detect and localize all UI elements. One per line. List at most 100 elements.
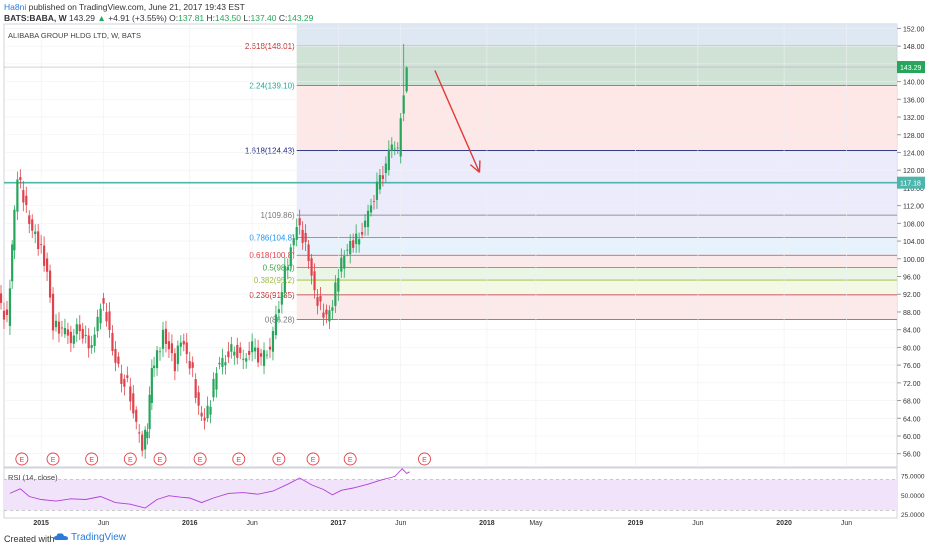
publish-line: Ha8ni published on TradingView.com, June… <box>4 2 245 12</box>
fib-level-label: 0(86.28) <box>265 316 295 325</box>
earnings-marker-label: E <box>236 457 241 464</box>
candle-body <box>209 406 212 415</box>
earnings-marker-label: E <box>51 457 56 464</box>
candle-body <box>343 255 346 269</box>
candle-body <box>393 148 396 150</box>
candle-body <box>206 405 209 419</box>
earnings-marker <box>46 452 60 466</box>
earnings-marker-label: E <box>422 457 427 464</box>
candle-body <box>72 335 75 344</box>
x-axis-tick-label: 2019 <box>628 520 644 527</box>
candle-body <box>352 240 355 248</box>
last-price-tag-bg <box>897 61 925 74</box>
candle-body <box>355 233 358 244</box>
tradingview-logo[interactable]: TradingView <box>54 532 126 543</box>
candle-body <box>129 386 132 402</box>
candle-body <box>123 378 126 387</box>
y-axis-tick-label: 92.00 <box>903 292 921 299</box>
high-value: 143.50 <box>215 13 242 23</box>
candle-body <box>81 328 84 339</box>
author-link[interactable]: Ha8ni <box>4 2 27 12</box>
earnings-marker <box>15 452 29 466</box>
fib-level-label: 1.618(124.43) <box>245 147 295 156</box>
fib-level-label: 0.786(104.8) <box>249 234 295 243</box>
candle-body <box>155 350 159 369</box>
candle-body <box>307 244 310 262</box>
y-axis-tick-label: 80.00 <box>903 345 921 352</box>
price-chart[interactable]: 2.618(148.01) 2.24(139.10) 1.618(124.43) 1(… <box>0 0 932 528</box>
candle-body <box>337 278 340 292</box>
candle-body <box>256 347 260 363</box>
candle-body <box>221 357 224 368</box>
candle-body <box>60 327 64 329</box>
rsi-label: RSI (14, close) <box>8 473 58 482</box>
candle-body <box>301 229 304 243</box>
fib-zone <box>296 46 897 86</box>
candle-body <box>259 353 263 357</box>
last-price: 143.29 <box>69 13 96 23</box>
candle-body <box>102 298 105 304</box>
candle-body <box>251 341 254 353</box>
fib-level-label: 0.5(98.0) <box>263 264 295 273</box>
y-axis-tick-label: 120.00 <box>903 168 925 175</box>
x-axis-tick-label: 2015 <box>33 520 49 527</box>
candle-body <box>375 181 379 200</box>
candle-body <box>328 310 331 322</box>
candle-body <box>0 293 3 303</box>
fib-level-label: 0.236(91.85) <box>249 291 295 300</box>
y-axis-tick-label: 88.00 <box>903 310 921 317</box>
candle-body <box>227 351 230 358</box>
fib-zone <box>296 280 897 295</box>
x-axis-tick-label: Jun <box>841 520 852 527</box>
y-axis-tick-label: 84.00 <box>903 328 921 335</box>
candle-body <box>63 328 67 335</box>
candle-body <box>105 312 108 322</box>
candle-body <box>363 220 367 228</box>
fib-extension-zone <box>296 24 897 47</box>
candle-body <box>28 215 31 225</box>
candle-body <box>114 348 117 363</box>
candle-body <box>78 324 81 332</box>
candle-body <box>197 392 200 406</box>
candle-body <box>233 351 236 356</box>
forecast-arrow-head <box>469 164 480 173</box>
symbol-label: BATS:BABA, W <box>4 13 67 23</box>
candle-body <box>218 362 221 365</box>
y-axis-tick-label: 148.00 <box>903 44 925 51</box>
candle-body <box>230 344 233 352</box>
candle-body <box>51 293 55 331</box>
x-axis-tick-label: 2020 <box>776 520 792 527</box>
y-axis-tick-label: 132.00 <box>903 115 925 122</box>
candle-body <box>402 95 405 114</box>
candle-body <box>2 310 6 320</box>
candle-body <box>319 296 322 302</box>
candle-body <box>48 270 52 298</box>
candle-body <box>396 147 399 149</box>
candle-body <box>75 324 78 335</box>
candle-body <box>164 328 168 344</box>
candle-body <box>346 249 349 251</box>
y-axis-tick-label: 124.00 <box>903 150 925 157</box>
rsi-axis-tick-label: 25.0000 <box>901 512 925 519</box>
candle-body <box>334 282 337 306</box>
fib-level-label: 2.24(139.10) <box>249 82 295 91</box>
cloud-icon <box>54 533 68 541</box>
x-axis-tick-label: 2018 <box>479 520 495 527</box>
close-label: C: <box>278 13 288 23</box>
y-axis-tick-label: 56.00 <box>903 452 921 459</box>
candle-body <box>93 334 96 346</box>
candle-body <box>37 231 40 250</box>
x-axis-tick-label: 2017 <box>331 520 347 527</box>
level-price-tag: 117.18 <box>900 181 921 188</box>
candle-body <box>366 210 370 228</box>
earnings-marker <box>193 452 207 466</box>
published-text: published on TradingView.com, June 21, 2… <box>28 2 245 12</box>
candle-body <box>390 144 393 152</box>
earnings-marker-label: E <box>311 457 316 464</box>
candle-body <box>11 244 14 282</box>
candle-body <box>43 245 46 266</box>
candle-body <box>271 331 275 352</box>
candle-body <box>170 343 174 354</box>
candle-body <box>310 258 313 276</box>
y-axis-tick-label: 76.00 <box>903 363 921 370</box>
